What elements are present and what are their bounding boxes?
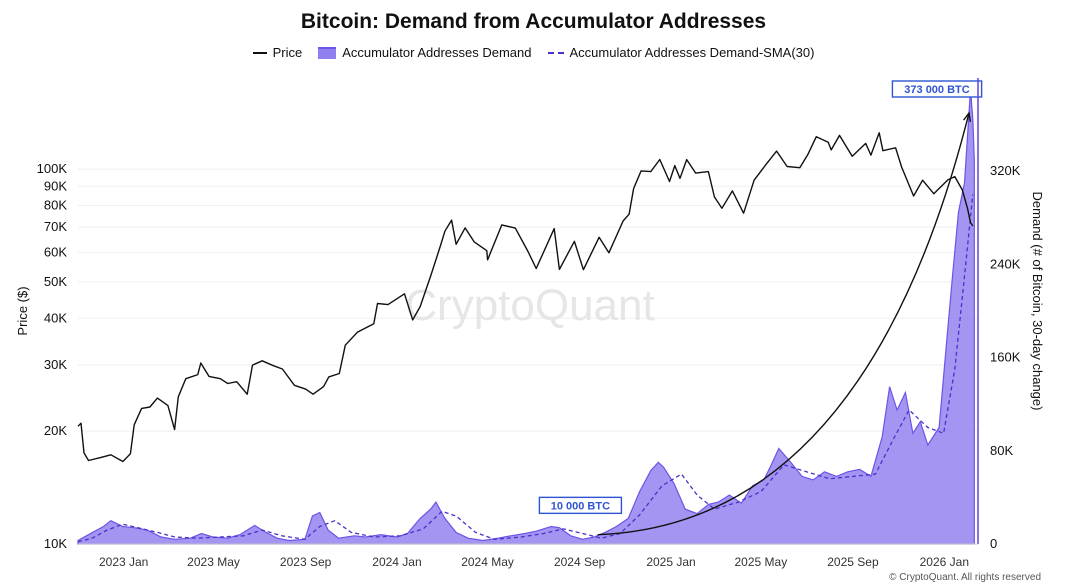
y-left-tick-label: 50K xyxy=(44,274,67,289)
growth-arrow-head xyxy=(963,111,972,122)
annotation-end-label: 373 000 BTC xyxy=(904,84,969,96)
y-right-tick-label: 320K xyxy=(990,163,1021,178)
annotation-start-label: 10 000 BTC xyxy=(551,500,610,512)
y-left-tick-label: 30K xyxy=(44,357,67,372)
legend-label-price: Price xyxy=(272,45,303,60)
legend-item-price[interactable]: Price xyxy=(252,45,303,60)
y-right-tick-label: 160K xyxy=(990,350,1021,365)
legend: Price Accumulator Addresses Demand Accum… xyxy=(0,45,1067,60)
y-left-tick-label: 40K xyxy=(44,310,67,325)
watermark: CryptoQuant xyxy=(405,281,654,330)
x-tick-label: 2024 May xyxy=(461,555,514,569)
y-right-tick-label: 0 xyxy=(990,536,997,551)
x-tick-label: 2023 Jan xyxy=(99,555,148,569)
y-left-tick-label: 90K xyxy=(44,178,67,193)
series-price-line xyxy=(77,132,974,463)
annotation-start-label-box xyxy=(538,496,623,515)
x-tick-label: 2023 May xyxy=(187,555,240,569)
y-left-tick-label: 80K xyxy=(44,197,67,212)
legend-swatch-sma xyxy=(547,51,564,54)
x-tick-label: 2025 Sep xyxy=(827,555,879,569)
x-tick-label: 2025 May xyxy=(735,555,788,569)
y-left-tick-label: 60K xyxy=(44,244,67,259)
copyright-footer: © CryptoQuant. All rights reserved xyxy=(889,572,1041,583)
y-left-tick-label: 100K xyxy=(37,161,68,176)
series-demand-area xyxy=(77,89,975,545)
chart-title: Bitcoin: Demand from Accumulator Address… xyxy=(300,10,767,33)
x-tick-label: 2024 Jan xyxy=(372,555,421,569)
legend-swatch-demand xyxy=(318,46,337,59)
y-left-tick-label: 20K xyxy=(44,423,67,438)
legend-item-sma[interactable]: Accumulator Addresses Demand-SMA(30) xyxy=(547,45,815,60)
x-tick-label: 2025 Jan xyxy=(646,555,695,569)
growth-arrow xyxy=(597,112,970,536)
y-left-tick-label: 10K xyxy=(44,536,67,551)
legend-swatch-price xyxy=(252,51,267,54)
legend-label-demand: Accumulator Addresses Demand xyxy=(342,45,532,60)
legend-label-sma: Accumulator Addresses Demand-SMA(30) xyxy=(569,45,815,60)
y-right-axis-title: Demand (# of Bitcoin, 30-day change) xyxy=(1030,192,1045,411)
legend-item-demand[interactable]: Accumulator Addresses Demand xyxy=(318,45,532,60)
x-tick-label: 2026 Jan xyxy=(920,555,969,569)
series-sma-line xyxy=(77,194,974,543)
annotation-end-label-box xyxy=(891,80,983,98)
y-right-tick-label: 80K xyxy=(990,443,1013,458)
y-left-axis-title: Price ($) xyxy=(15,286,30,335)
x-tick-label: 2024 Sep xyxy=(554,555,606,569)
x-tick-label: 2023 Sep xyxy=(280,555,332,569)
y-right-tick-label: 240K xyxy=(990,256,1021,271)
y-left-tick-label: 70K xyxy=(44,219,67,234)
